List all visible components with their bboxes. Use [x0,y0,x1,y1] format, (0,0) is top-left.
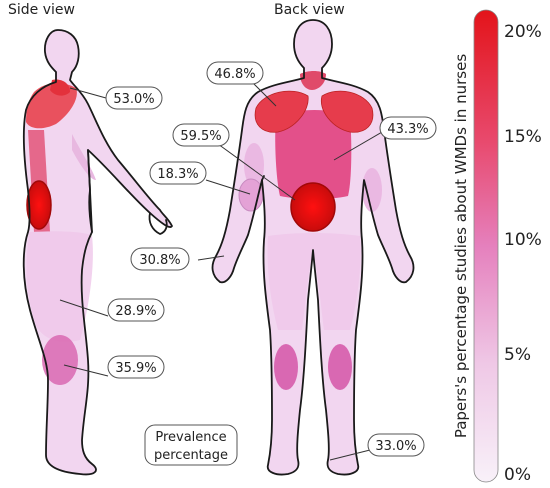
back-view-title: Back view [274,2,345,18]
colorbar-label: Papers's percentage studies about WMDs i… [452,54,470,438]
label-knee: 35.9% [107,355,165,379]
label-hand-wrist: 30.8% [130,247,190,271]
legend-line-1: Prevalence [155,430,226,445]
value-lower-back: 59.5% [180,129,221,144]
value-elbow: 18.3% [157,167,198,182]
colorbar-tick-15: 15% [504,127,542,147]
back-view-figure [211,19,415,476]
label-elbow: 18.3% [149,161,207,185]
value-neck: 53.0% [113,92,154,107]
value-shoulders: 46.8% [214,67,255,82]
label-lower-back: 59.5% [172,123,230,147]
value-thigh-hip: 28.9% [115,304,156,319]
colorbar-tick-0: 0% [504,465,531,485]
colorbar-tick-20: 20% [504,22,542,42]
label-upper-back: 43.3% [379,116,437,140]
colorbar-gradient [473,9,499,483]
value-knee: 35.9% [115,361,156,376]
value-hand-wrist: 30.8% [139,253,180,268]
side-view-title: Side view [8,2,75,18]
prevalence-legend-box: Prevalence percentage [144,424,238,466]
label-neck: 53.0% [105,86,163,110]
value-ankle-foot: 33.0% [375,439,416,454]
colorbar-tick-5: 5% [504,345,531,365]
legend-line-2: percentage [154,448,228,463]
label-shoulders: 46.8% [206,61,264,85]
label-ankle-foot: 33.0% [367,433,425,457]
label-thigh-hip: 28.9% [107,298,165,322]
colorbar: Papers's percentage studies about WMDs i… [452,9,542,485]
value-upper-back: 43.3% [387,122,428,137]
leader-lines [59,79,383,461]
side-view-figure [22,29,173,476]
colorbar-tick-10: 10% [504,230,542,250]
